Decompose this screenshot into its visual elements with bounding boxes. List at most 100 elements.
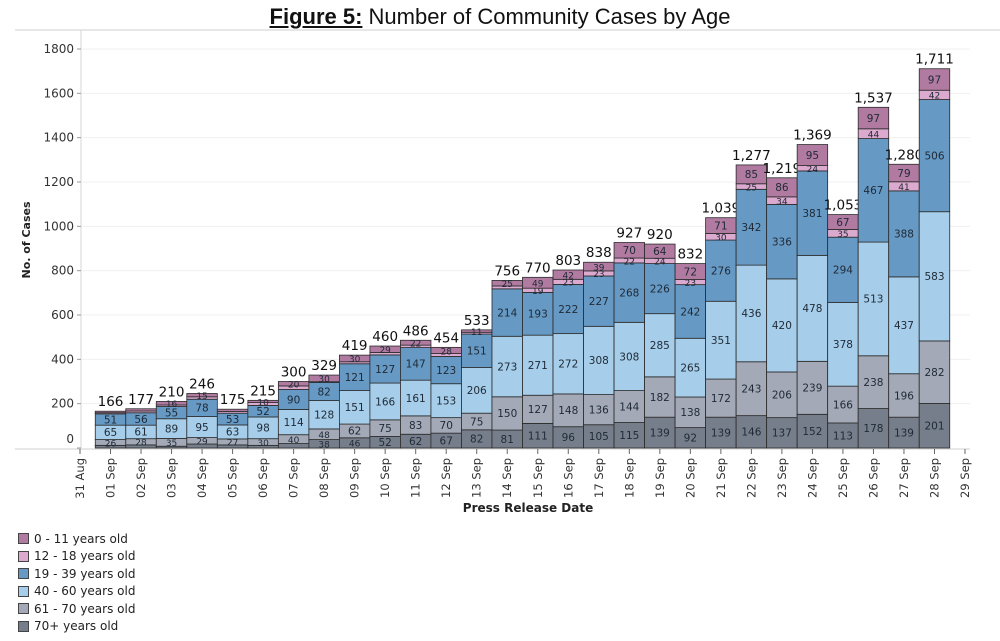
segment-value-label: 42 (563, 271, 574, 281)
bar-stack: 178 238 513 467 44 97 1,537 (854, 90, 893, 449)
segment-value-label: 11 (471, 328, 482, 338)
bar-total-label: 533 (464, 313, 490, 329)
x-tick-label: 18 Sep (622, 458, 636, 498)
segment-value-label: 342 (741, 222, 761, 234)
bar-total-label: 838 (586, 245, 612, 261)
segment-value-label: 29 (379, 346, 391, 356)
bar-total-label: 177 (128, 392, 154, 408)
x-tick-label: 22 Sep (744, 458, 758, 498)
segment-value-label: 139 (650, 427, 670, 439)
x-tick-label: 13 Sep (470, 458, 484, 498)
x-tick-label: 16 Sep (561, 458, 575, 498)
bar-segment (735, 188, 768, 266)
legend-swatch (18, 550, 29, 562)
bar-segment (796, 144, 829, 166)
legend-label: 70+ years old (34, 619, 119, 634)
bar-stack: 146 243 436 342 25 85 1,277 (732, 148, 771, 449)
bar-stack: 139 196 437 388 41 79 1,280 (885, 147, 923, 449)
segment-value-label: 35 (837, 230, 848, 240)
segment-value-label: 28 (440, 347, 452, 357)
segment-value-label: 61 (134, 427, 147, 439)
bar-total-label: 454 (433, 330, 459, 346)
segment-value-label: 92 (684, 433, 697, 445)
segment-value-label: 127 (528, 404, 548, 416)
segment-value-label: 70 (440, 420, 453, 432)
segment-value-label: 127 (375, 364, 395, 376)
segment-value-label: 70 (623, 245, 636, 257)
segment-value-label: 20 (288, 381, 300, 391)
x-tick-label: 31 Aug (73, 458, 87, 499)
bar-segment (94, 410, 127, 414)
x-tick-label: 15 Sep (531, 458, 545, 498)
segment-value-label: 30 (257, 439, 269, 449)
segment-value-label: 172 (711, 393, 731, 405)
segment-value-label: 388 (894, 229, 914, 241)
y-tick-label: 800 (51, 264, 74, 278)
bar-segment (338, 390, 371, 425)
segment-value-label: 10 (257, 398, 269, 408)
segment-value-label: 144 (619, 401, 639, 413)
legend-item: 19 - 39 years old (18, 565, 135, 583)
legend-swatch (18, 533, 29, 545)
bar-segment (186, 393, 218, 398)
bar-total-label: 1,219 (763, 161, 802, 177)
segment-value-label: 86 (775, 182, 789, 194)
bar-segment (644, 416, 676, 449)
x-tick-label: 24 Sep (805, 458, 819, 498)
bar-total-label: 770 (525, 260, 551, 276)
legend-label: 61 - 70 years old (34, 601, 136, 616)
segment-value-label: 19 (532, 287, 544, 297)
segment-value-label: 206 (772, 390, 792, 402)
segment-value-label: 420 (772, 320, 792, 332)
segment-value-label: 243 (741, 384, 761, 396)
bar-total-label: 803 (555, 253, 581, 269)
bar-segment (216, 408, 249, 412)
bar-segment (674, 337, 707, 398)
bar-total-label: 246 (189, 376, 215, 392)
bar-total-label: 300 (281, 365, 307, 381)
x-tick-label: 29 Sep (958, 458, 972, 498)
bar-segment (918, 99, 951, 213)
y-tick-label: 200 (51, 397, 74, 411)
segment-value-label: 96 (562, 432, 576, 444)
segment-value-label: 121 (345, 372, 365, 384)
segment-value-label: 139 (894, 427, 914, 439)
x-tick-label: 11 Sep (409, 458, 423, 498)
bar-segment (277, 409, 310, 436)
segment-value-label: 62 (409, 436, 422, 448)
bar-total-label: 1,053 (824, 198, 863, 214)
segment-value-label: 437 (894, 320, 914, 332)
x-tick-label: 28 Sep (927, 458, 941, 498)
segment-value-label: 206 (467, 385, 487, 397)
bar-segment (522, 422, 554, 449)
segment-value-label: 166 (833, 399, 853, 411)
legend-swatch (18, 585, 29, 597)
segment-value-label: 308 (589, 355, 609, 367)
x-tick-label: 20 Sep (683, 458, 697, 498)
x-tick-label: 07 Sep (287, 458, 301, 498)
segment-value-label: 67 (836, 217, 849, 229)
segment-value-label: 56 (134, 414, 148, 426)
y-tick-label: 1800 (43, 42, 74, 56)
segment-value-label: 381 (802, 208, 822, 220)
bar-segment (796, 413, 829, 449)
bar-stack: 139 172 351 276 30 71 1,039 (702, 201, 741, 449)
bar-total-label: 756 (494, 263, 520, 279)
segment-value-label: 16 (166, 400, 178, 410)
legend-item: 61 - 70 years old (18, 600, 135, 618)
x-axis-label: Press Release Date (463, 501, 593, 515)
x-tick-label: 04 Sep (195, 458, 209, 498)
segment-value-label: 273 (497, 361, 517, 373)
bar-segment (735, 164, 768, 185)
segment-value-label: 82 (317, 386, 330, 398)
bar-segment (705, 239, 737, 302)
bar-segment (766, 417, 798, 449)
segment-value-label: 51 (104, 414, 117, 426)
bar-segment (461, 333, 493, 368)
segment-value-label: 583 (924, 271, 944, 283)
bar-total-label: 1,039 (702, 201, 741, 217)
